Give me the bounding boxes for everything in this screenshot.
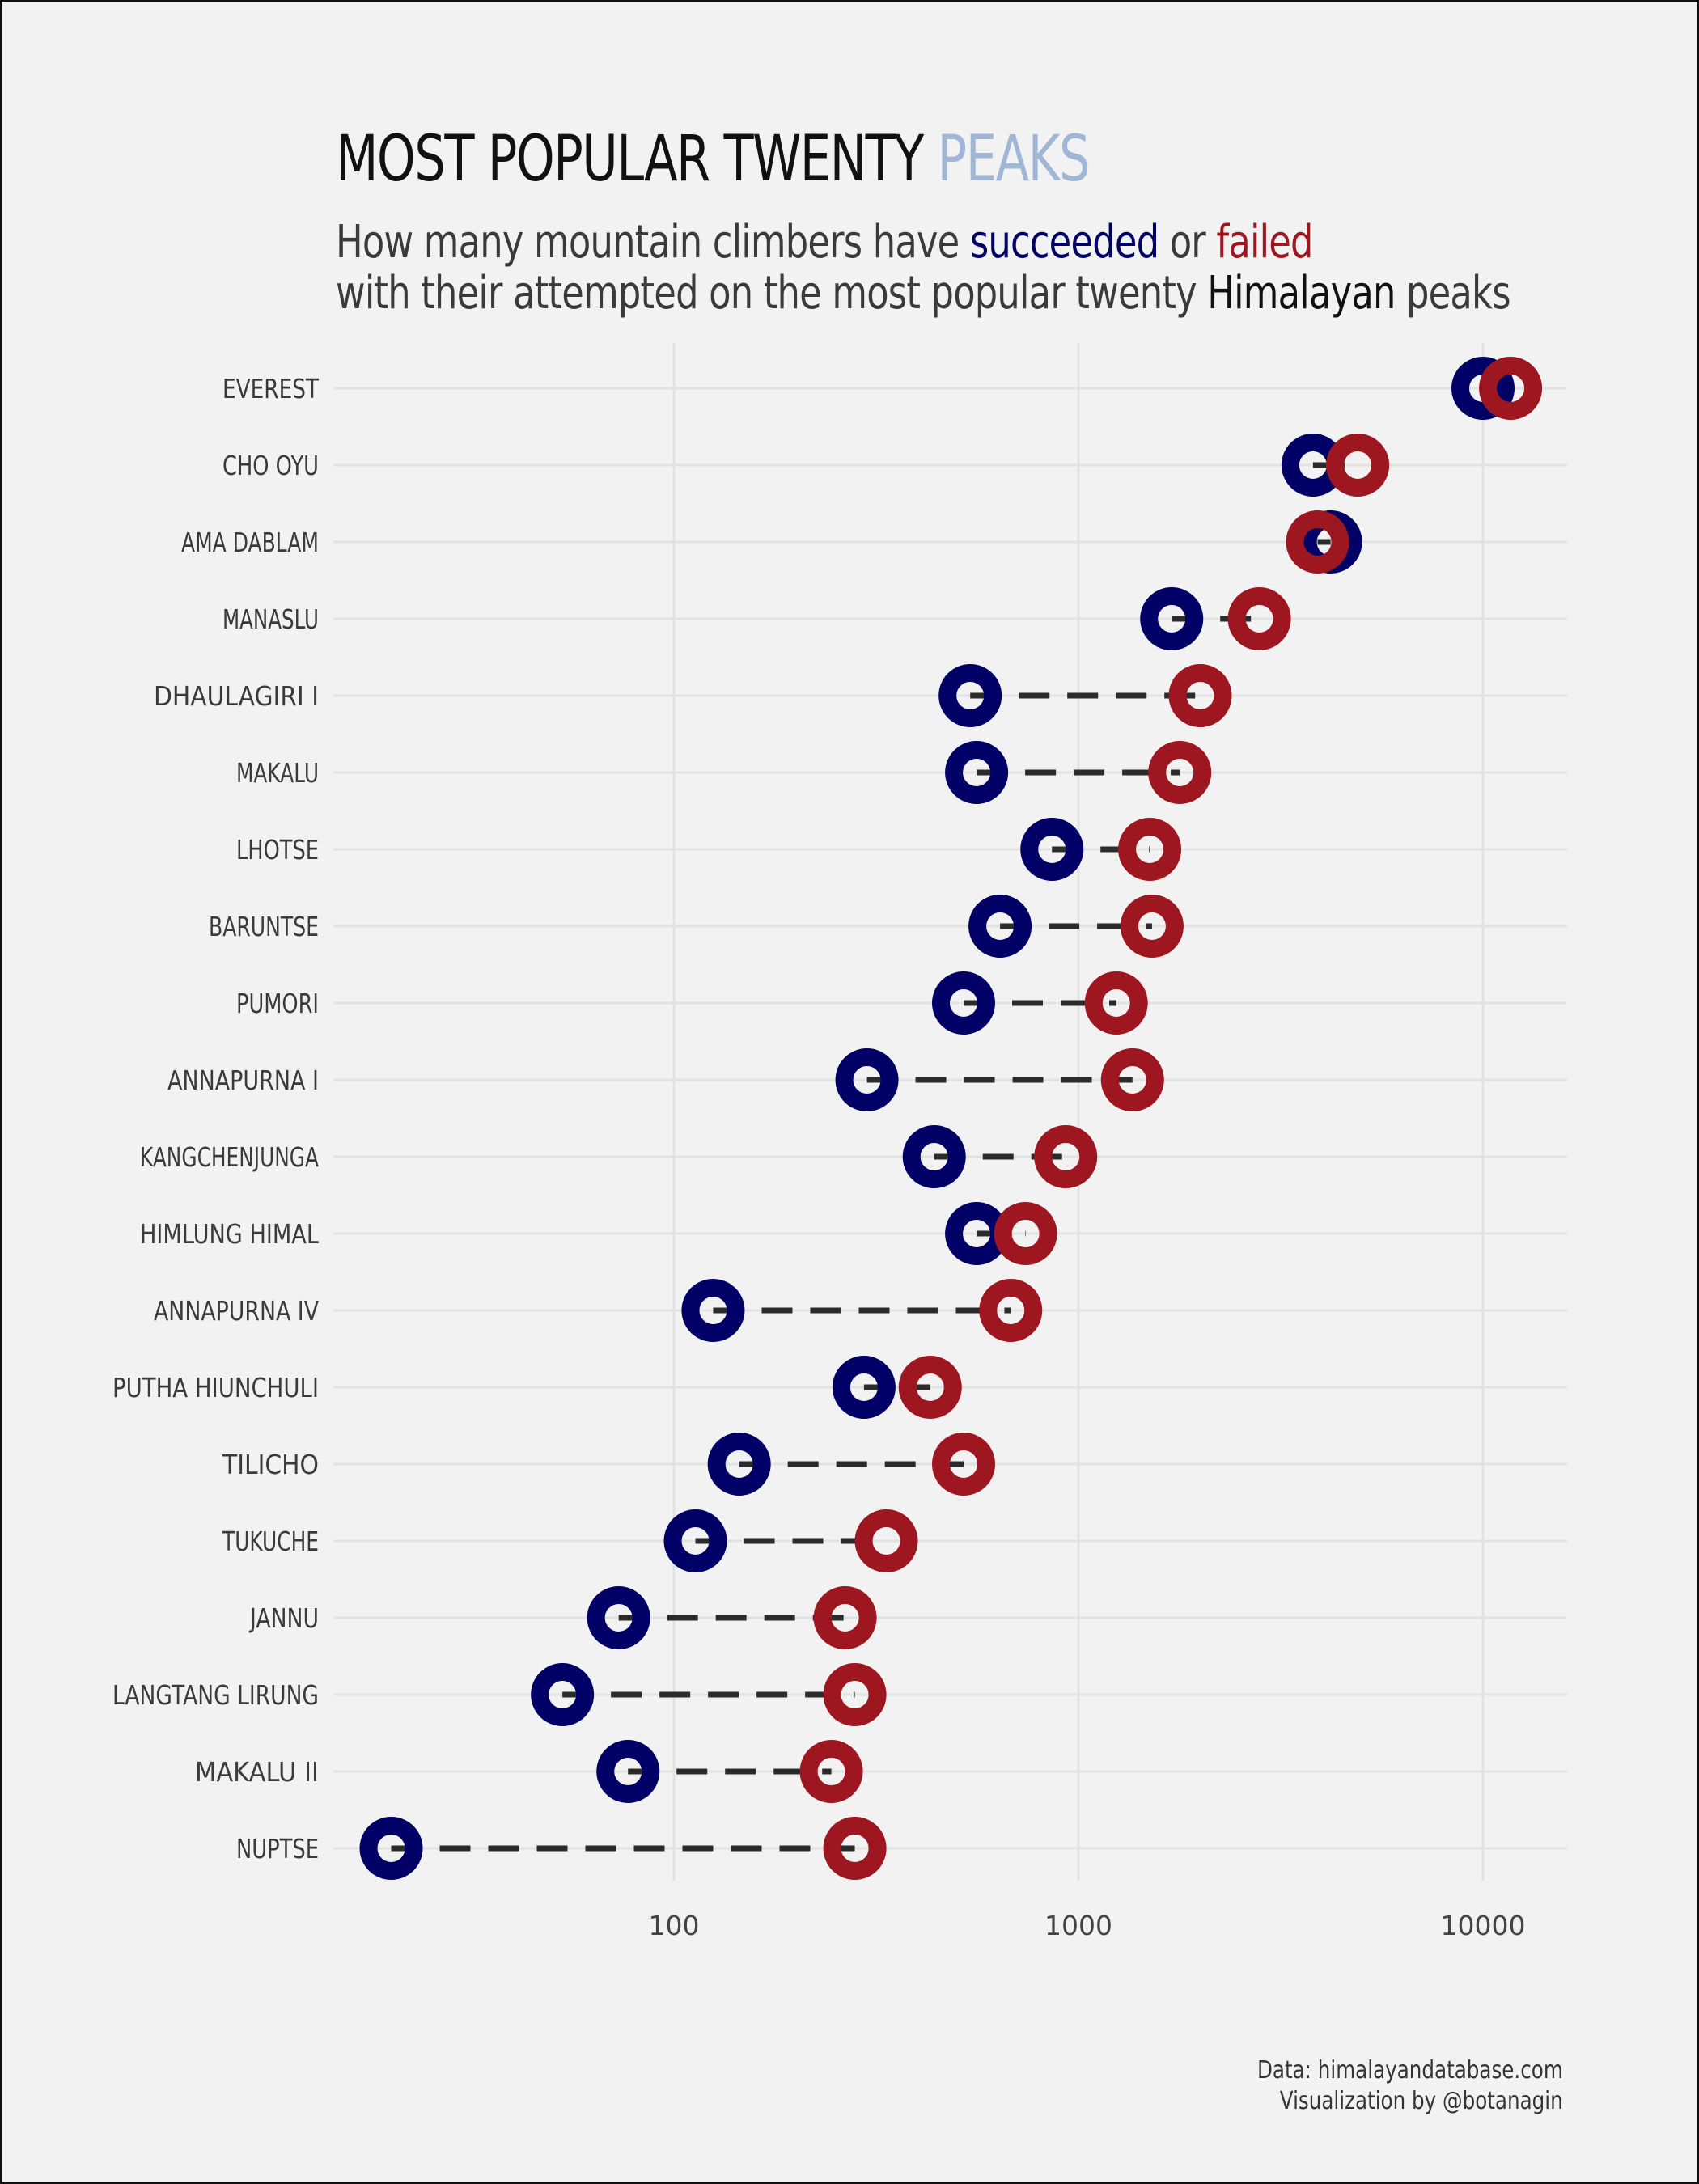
title-accent: PEAKS <box>937 123 1091 196</box>
failed-point <box>1084 971 1148 1035</box>
subtitle-text: with their attempted on the most popular… <box>336 267 1208 320</box>
y-tick-label: JANNU <box>248 1602 319 1634</box>
failed-point <box>799 1740 863 1803</box>
y-tick-label: EVEREST <box>222 373 320 404</box>
subtitle-text: or <box>1159 216 1217 269</box>
failed-point <box>1100 1048 1164 1111</box>
title-main: MOST POPULAR TWENTY <box>336 123 938 196</box>
failed-point <box>994 1202 1057 1265</box>
y-tick-label: PUTHA HIUNCHULI <box>112 1372 319 1403</box>
caption-data-source: Data: himalayandatabase.com <box>1257 2056 1563 2085</box>
y-tick-label: ANNAPURNA IV <box>154 1295 319 1327</box>
succeeded-point <box>1020 818 1084 881</box>
y-tick-label: LANGTANG LIRUNG <box>112 1679 319 1711</box>
failed-point <box>1227 587 1291 650</box>
succeeded-point <box>932 971 996 1035</box>
y-tick-label: PUMORI <box>236 988 319 1019</box>
failed-point <box>1148 741 1212 804</box>
failed-point <box>898 1356 962 1419</box>
succeeded-point <box>968 895 1032 958</box>
y-tick-label: LHOTSE <box>236 834 319 866</box>
failed-point <box>1286 510 1349 574</box>
x-tick-label: 1000 <box>1044 1910 1112 1941</box>
caption-credit: Visualization by @botanagin <box>1280 2087 1563 2115</box>
y-tick-label: MANASLU <box>222 603 319 635</box>
failed-point <box>1326 434 1390 497</box>
failed-point <box>823 1817 887 1880</box>
succeeded-point <box>1140 587 1204 650</box>
subtitle-failed: failed <box>1216 216 1313 269</box>
succeeded-point <box>902 1125 966 1188</box>
succeeded-point <box>681 1279 745 1342</box>
failed-point <box>1118 818 1182 881</box>
succeeded-point <box>832 1356 896 1419</box>
failed-point <box>1034 1125 1098 1188</box>
y-tick-label: ANNAPURNA I <box>167 1064 319 1096</box>
y-tick-label: TUKUCHE <box>222 1526 319 1557</box>
succeeded-point <box>359 1817 423 1880</box>
y-tick-label: CHO OYU <box>222 450 319 481</box>
succeeded-point <box>945 741 1009 804</box>
succeeded-point <box>1451 357 1515 420</box>
failed-point <box>813 1586 877 1649</box>
succeeded-point <box>531 1663 595 1726</box>
succeeded-point <box>663 1509 727 1572</box>
x-tick-label: 100 <box>649 1910 700 1941</box>
y-tick-label: TILICHO <box>222 1449 319 1480</box>
subtitle-text: peaks <box>1395 267 1511 320</box>
succeeded-point <box>938 664 1002 727</box>
failed-point <box>854 1509 918 1572</box>
failed-point <box>932 1433 996 1496</box>
failed-point <box>979 1279 1043 1342</box>
succeeded-point <box>596 1740 660 1803</box>
subtitle-himalayan: Himalayan <box>1207 267 1396 320</box>
y-tick-label: NUPTSE <box>236 1833 319 1864</box>
failed-point <box>1120 895 1184 958</box>
subtitle-text: How many mountain climbers have <box>336 216 970 269</box>
y-tick-label: KANGCHENJUNGA <box>140 1141 319 1173</box>
y-tick-label: HIMLUNG HIMAL <box>140 1218 320 1250</box>
chart-title: MOST POPULAR TWENTY PEAKS <box>336 123 1091 196</box>
chart-subtitle-line1: How many mountain climbers have succeede… <box>336 216 1313 269</box>
y-tick-label: MAKALU <box>236 757 319 789</box>
y-tick-label: BARUNTSE <box>209 911 319 942</box>
succeeded-point <box>835 1048 899 1111</box>
failed-point <box>1168 664 1232 727</box>
chart-subtitle-line2: with their attempted on the most popular… <box>336 267 1511 320</box>
y-tick-label: DHAULAGIRI I <box>154 680 319 712</box>
succeeded-point <box>587 1586 650 1649</box>
y-tick-label: MAKALU II <box>195 1756 319 1788</box>
failed-point <box>1479 357 1543 420</box>
subtitle-succeeded: succeeded <box>969 216 1159 269</box>
failed-point <box>823 1663 887 1726</box>
succeeded-point <box>707 1433 771 1496</box>
x-tick-label: 10000 <box>1441 1910 1526 1941</box>
y-tick-label: AMA DABLAM <box>181 527 319 558</box>
